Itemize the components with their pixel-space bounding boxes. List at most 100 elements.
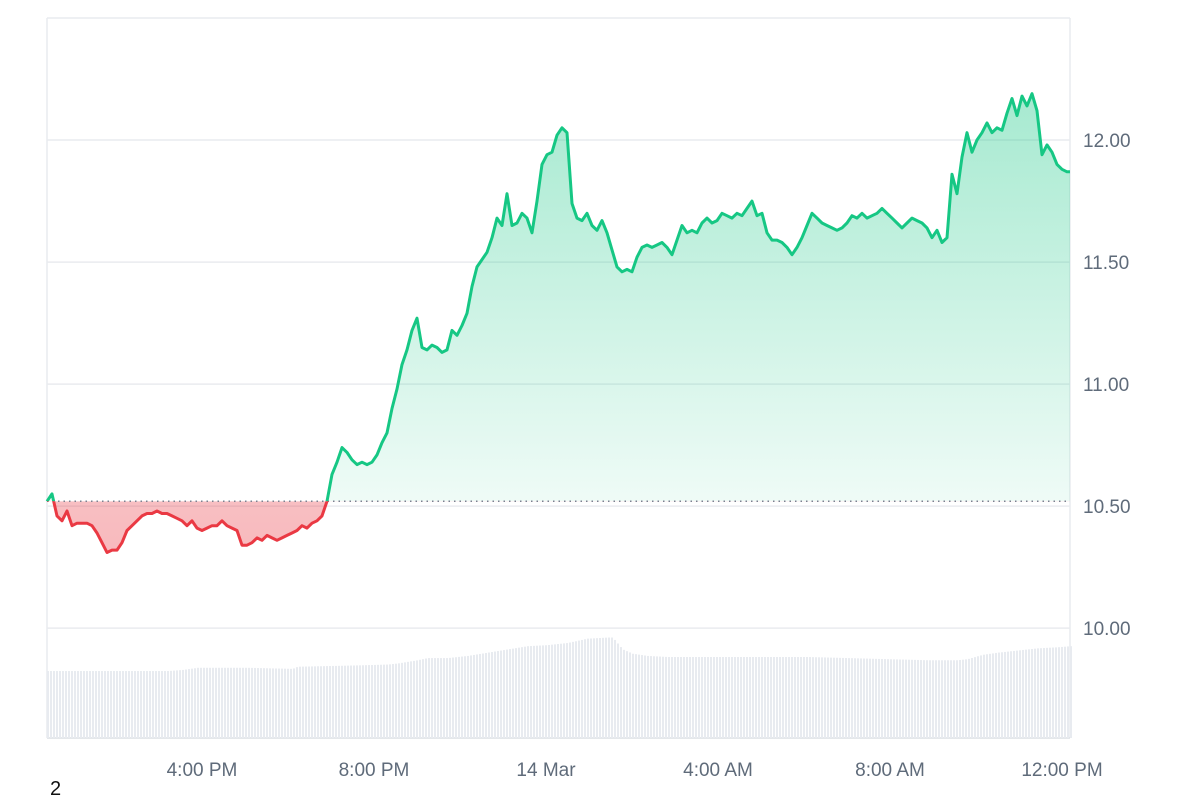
volume-bar — [389, 664, 391, 738]
volume-bar — [401, 662, 403, 738]
volume-bar — [593, 638, 595, 738]
volume-bar — [596, 638, 598, 738]
volume-bar — [356, 665, 358, 738]
volume-bar — [572, 641, 574, 738]
volume-bar — [722, 657, 724, 738]
volume-bar — [257, 668, 259, 738]
volume-bar — [221, 667, 223, 738]
volume-bar — [425, 658, 427, 738]
volume-bar — [917, 659, 919, 738]
volume-bar — [236, 667, 238, 738]
volume-bar — [200, 667, 202, 738]
volume-bar — [620, 647, 622, 738]
volume-bars — [47, 637, 1072, 738]
volume-bar — [92, 671, 94, 738]
volume-bar — [482, 653, 484, 738]
volume-bar — [845, 658, 847, 738]
x-tick-label: 8:00 AM — [855, 760, 925, 781]
volume-bar — [386, 664, 388, 738]
volume-bar — [710, 657, 712, 738]
volume-bar — [959, 660, 961, 738]
volume-bar — [95, 671, 97, 738]
volume-bar — [491, 652, 493, 738]
volume-bar — [350, 665, 352, 738]
volume-bar — [560, 643, 562, 738]
volume-bar — [809, 657, 811, 738]
volume-bar — [830, 657, 832, 738]
volume-bar — [1052, 647, 1054, 738]
volume-bar — [779, 657, 781, 738]
volume-bar — [299, 666, 301, 738]
volume-bar — [110, 671, 112, 738]
volume-bar — [599, 637, 601, 738]
volume-bar — [263, 668, 265, 738]
volume-bar — [869, 658, 871, 738]
volume-bar — [413, 660, 415, 738]
volume-bar — [947, 660, 949, 738]
volume-bar — [308, 666, 310, 738]
volume-bar — [311, 666, 313, 738]
volume-bar — [140, 671, 142, 738]
volume-bar — [242, 667, 244, 738]
volume-bar — [191, 668, 193, 738]
volume-bar — [875, 658, 877, 738]
volume-bar — [1067, 646, 1069, 738]
volume-bar — [1046, 647, 1048, 738]
volume-bar — [878, 658, 880, 738]
volume-bar — [56, 671, 58, 738]
volume-bar — [617, 643, 619, 738]
volume-bar — [461, 656, 463, 738]
volume-bar — [902, 659, 904, 738]
volume-bar — [893, 659, 895, 738]
volume-bar — [218, 667, 220, 738]
footer-note: 2 — [50, 778, 62, 800]
volume-bar — [1034, 648, 1036, 738]
volume-bar — [203, 667, 205, 738]
volume-bar — [281, 668, 283, 738]
volume-bar — [65, 671, 67, 738]
volume-bar — [842, 657, 844, 738]
volume-bar — [737, 657, 739, 738]
volume-bar — [473, 654, 475, 738]
volume-bar — [479, 653, 481, 738]
price-line — [45, 92, 1070, 554]
volume-bar — [545, 645, 547, 738]
volume-bar — [989, 653, 991, 738]
volume-bar — [674, 657, 676, 738]
volume-bar — [509, 649, 511, 738]
volume-bar — [557, 644, 559, 738]
volume-bar — [359, 665, 361, 738]
volume-bar — [767, 657, 769, 738]
x-tick-label: 14 Mar — [516, 760, 576, 781]
x-tick-label: 8:00 PM — [339, 760, 410, 781]
volume-bar — [1058, 647, 1060, 738]
volume-bar — [98, 671, 100, 738]
volume-bar — [68, 671, 70, 738]
volume-bar — [380, 664, 382, 738]
volume-bar — [890, 659, 892, 738]
volume-bar — [227, 667, 229, 738]
volume-bar — [896, 659, 898, 738]
volume-bar — [146, 671, 148, 738]
volume-bar — [983, 654, 985, 738]
volume-bar — [914, 659, 916, 738]
price-line-up — [45, 92, 1070, 502]
volume-bar — [485, 653, 487, 738]
volume-bar — [1001, 652, 1003, 738]
volume-bar — [338, 665, 340, 738]
volume-bar — [362, 665, 364, 738]
volume-bar — [464, 656, 466, 738]
volume-bar — [1019, 650, 1021, 738]
volume-bar — [347, 665, 349, 738]
volume-bar — [716, 657, 718, 738]
volume-bar — [77, 671, 79, 738]
volume-bar — [848, 658, 850, 738]
volume-bar — [368, 665, 370, 738]
volume-bar — [626, 651, 628, 738]
volume-bar — [503, 650, 505, 738]
volume-bar — [266, 668, 268, 738]
volume-bar — [392, 664, 394, 738]
volume-bar — [137, 671, 139, 738]
volume-bar — [47, 671, 49, 738]
volume-bar — [866, 658, 868, 738]
